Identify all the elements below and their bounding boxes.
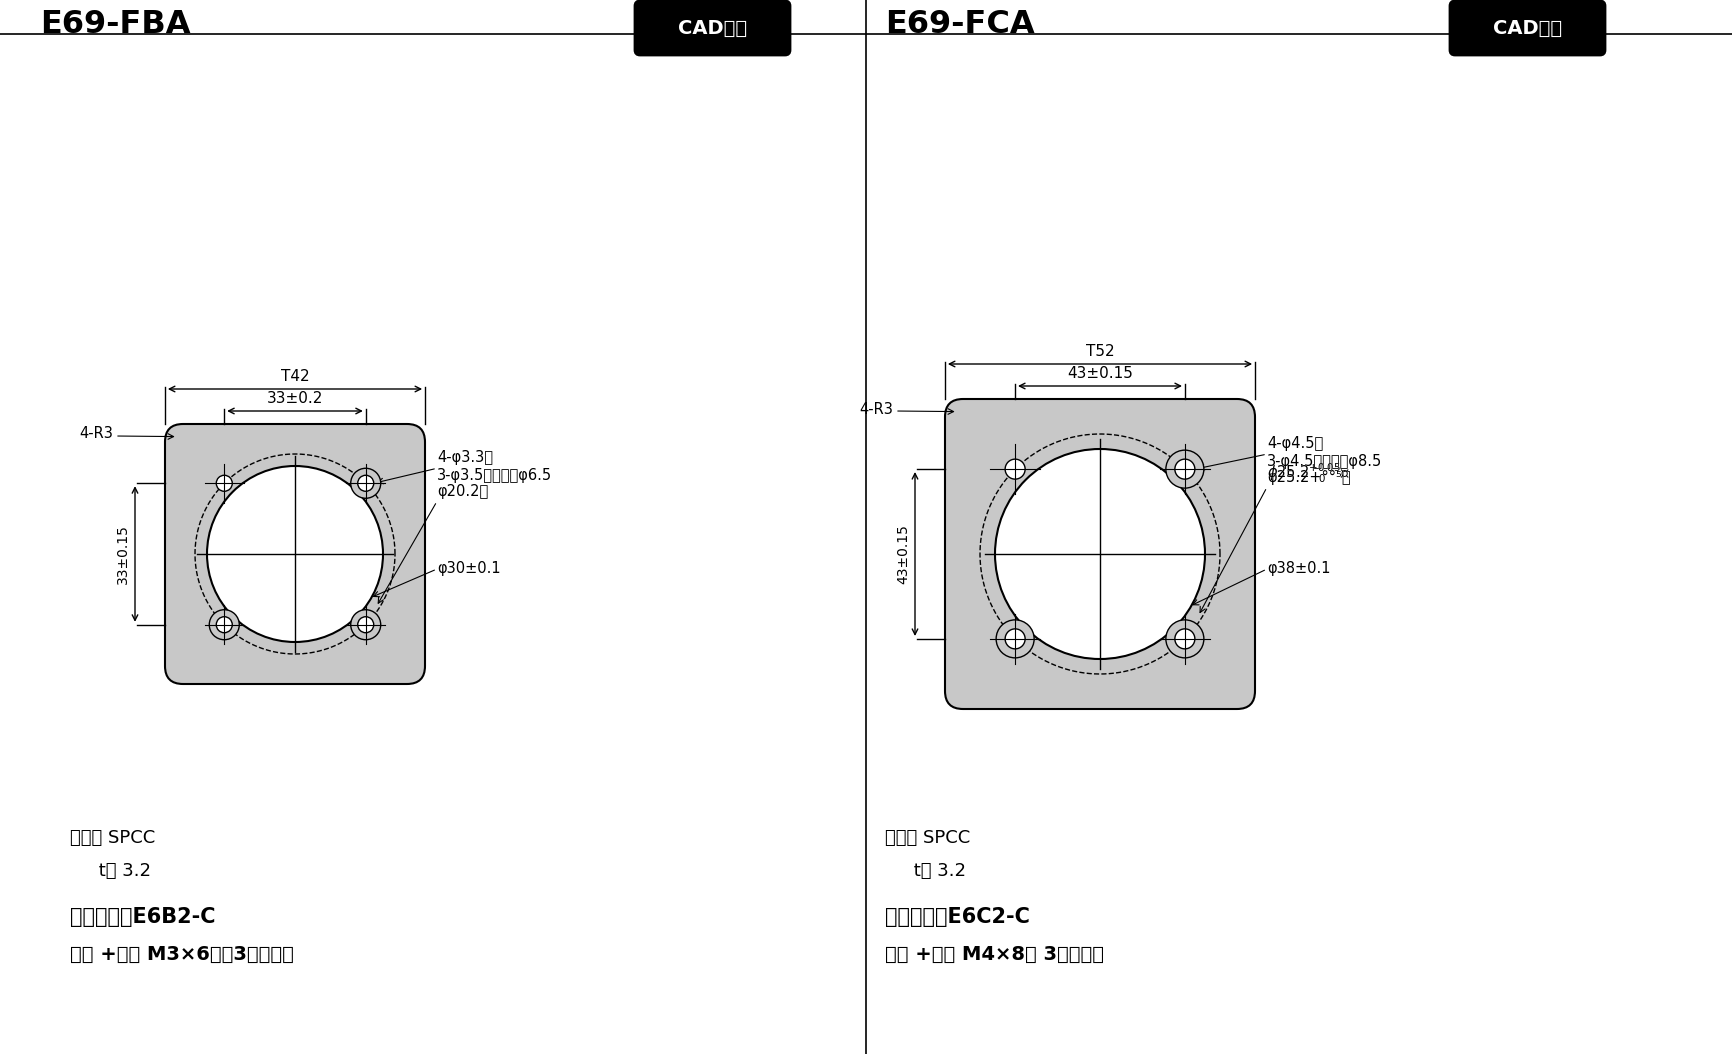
Circle shape: [234, 492, 357, 616]
Circle shape: [1005, 460, 1025, 480]
FancyBboxPatch shape: [165, 424, 424, 684]
Circle shape: [359, 617, 374, 632]
Text: φ25.2+°°⁵孔: φ25.2+°°⁵孔: [1268, 470, 1351, 485]
Text: 33±0.2: 33±0.2: [267, 391, 324, 406]
Text: E69-FBA: E69-FBA: [40, 9, 191, 40]
Circle shape: [216, 475, 232, 491]
Circle shape: [208, 466, 383, 642]
Circle shape: [1025, 479, 1174, 629]
Circle shape: [1174, 460, 1195, 480]
Circle shape: [359, 475, 374, 491]
Text: E69-FCA: E69-FCA: [885, 9, 1034, 40]
FancyBboxPatch shape: [1450, 1, 1606, 55]
Text: 适用型号：E6C2-C: 适用型号：E6C2-C: [885, 907, 1031, 928]
Text: 4-φ3.3孔: 4-φ3.3孔: [436, 450, 494, 465]
Text: 适用型号：E6B2-C: 适用型号：E6B2-C: [69, 907, 215, 928]
Text: 43±0.15: 43±0.15: [895, 524, 909, 584]
FancyBboxPatch shape: [636, 1, 790, 55]
Text: 4-R3: 4-R3: [80, 427, 113, 442]
Circle shape: [996, 620, 1034, 658]
Text: 注： +螺钉 M3×6（ 3个）附带: 注： +螺钉 M3×6（ 3个）附带: [69, 945, 294, 964]
Text: $\phi$25.2$^{+0.05}_{\ \ \ 0}$孔: $\phi$25.2$^{+0.05}_{\ \ \ 0}$孔: [1268, 462, 1349, 485]
Circle shape: [1166, 450, 1204, 488]
Circle shape: [350, 609, 381, 640]
Text: φ30±0.1: φ30±0.1: [436, 562, 501, 577]
Text: 材质： SPCC: 材质： SPCC: [885, 829, 970, 847]
Text: φ38±0.1: φ38±0.1: [1268, 562, 1330, 577]
Text: 材质： SPCC: 材质： SPCC: [69, 829, 156, 847]
Circle shape: [216, 617, 232, 632]
Text: 4-φ4.5孔: 4-φ4.5孔: [1268, 436, 1323, 451]
Circle shape: [1166, 620, 1204, 658]
Text: 43±0.15: 43±0.15: [1067, 366, 1133, 380]
Circle shape: [994, 449, 1205, 659]
Text: Т52: Т52: [1086, 344, 1114, 359]
Circle shape: [350, 468, 381, 499]
Text: $\phi$25.2$^{+0.05}_{\ \ \ 0}$孔: $\phi$25.2$^{+0.05}_{\ \ \ 0}$孔: [1268, 462, 1349, 485]
Text: 3-φ3.5盖头钒孔φ6.5: 3-φ3.5盖头钒孔φ6.5: [436, 468, 553, 484]
Circle shape: [1174, 629, 1195, 649]
Text: CAD数据: CAD数据: [677, 19, 746, 38]
Circle shape: [210, 609, 239, 640]
Text: t： 3.2: t： 3.2: [885, 862, 966, 880]
Text: t： 3.2: t： 3.2: [69, 862, 151, 880]
FancyBboxPatch shape: [946, 399, 1256, 709]
Text: 注： +螺钉 M4×8（ 3个）附带: 注： +螺钉 M4×8（ 3个）附带: [885, 945, 1103, 964]
Text: 4-R3: 4-R3: [859, 402, 894, 416]
Text: CAD数据: CAD数据: [1493, 19, 1562, 38]
Text: 33±0.15: 33±0.15: [116, 524, 130, 584]
Text: 3-φ4.5盖头钒孔φ8.5: 3-φ4.5盖头钒孔φ8.5: [1268, 454, 1382, 469]
Text: Т42: Т42: [281, 369, 310, 384]
Text: φ20.2孔: φ20.2孔: [436, 484, 488, 500]
Circle shape: [1005, 629, 1025, 649]
